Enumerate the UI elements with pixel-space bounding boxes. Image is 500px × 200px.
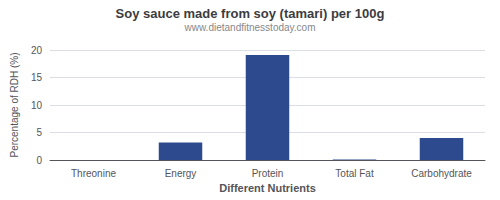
svg-text:Soy sauce made from soy (tamar: Soy sauce made from soy (tamari) per 100… [116, 6, 385, 21]
svg-text:Carbohydrate: Carbohydrate [411, 168, 472, 179]
svg-text:Percentage of RDH (%): Percentage of RDH (%) [9, 52, 20, 157]
svg-text:Threonine: Threonine [71, 168, 116, 179]
svg-text:15: 15 [31, 72, 43, 83]
svg-text:0: 0 [36, 155, 42, 166]
svg-text:5: 5 [36, 127, 42, 138]
svg-text:Different Nutrients: Different Nutrients [219, 182, 316, 194]
svg-text:Total Fat: Total Fat [335, 168, 374, 179]
svg-text:Energy: Energy [165, 168, 197, 179]
svg-text:Protein: Protein [252, 168, 284, 179]
svg-text:20: 20 [31, 45, 43, 56]
svg-text:10: 10 [31, 100, 43, 111]
svg-text:www.dietandfitnesstoday.com: www.dietandfitnesstoday.com [184, 22, 316, 33]
